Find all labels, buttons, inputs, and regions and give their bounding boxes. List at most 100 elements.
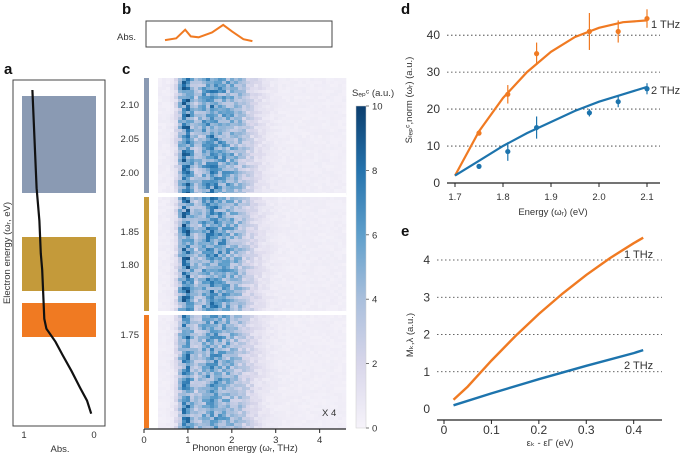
heatmap-cell <box>330 233 335 237</box>
heatmap-cell <box>282 336 287 340</box>
heatmap-cell <box>302 138 307 142</box>
heatmap-cell <box>226 156 231 160</box>
heatmap-cell <box>254 384 259 388</box>
heatmap-cell <box>298 287 303 291</box>
heatmap-cell <box>194 242 199 246</box>
heatmap-cell <box>242 308 247 312</box>
heatmap-cell <box>170 318 175 322</box>
heatmap-cell <box>286 105 291 109</box>
heatmap-cell <box>182 315 187 319</box>
heatmap-cell <box>330 363 335 367</box>
heatmap-cell <box>322 357 327 361</box>
heatmap-cell <box>246 357 251 361</box>
heatmap-cell <box>262 141 267 145</box>
heatmap-cell <box>206 117 211 121</box>
heatmap-cell <box>202 144 207 148</box>
heatmap-cell <box>298 390 303 394</box>
heatmap-cell <box>270 209 275 213</box>
heatmap-cell <box>210 168 215 172</box>
heatmap-cell <box>242 105 247 109</box>
heatmap-cell <box>266 212 271 216</box>
heatmap-cell <box>250 81 255 85</box>
heatmap-cell <box>282 147 287 151</box>
heatmap-cell <box>190 248 195 252</box>
heatmap-cell <box>330 141 335 145</box>
heatmap-cell <box>286 186 291 190</box>
heatmap-cell <box>194 141 199 145</box>
heatmap-cell <box>194 278 199 282</box>
heatmap-cell <box>310 266 315 270</box>
heatmap-cell <box>182 263 187 267</box>
heatmap-cell <box>250 345 255 349</box>
heatmap-cell <box>338 102 343 106</box>
heatmap-cell <box>234 399 239 403</box>
heatmap-cell <box>334 245 339 249</box>
heatmap-cell <box>274 342 279 346</box>
heatmap-cell <box>198 123 203 127</box>
heatmap-cell <box>198 230 203 234</box>
heatmap-cell <box>282 342 287 346</box>
heatmap-cell <box>334 275 339 279</box>
heatmap-cell <box>278 120 283 124</box>
heatmap-cell <box>166 233 171 237</box>
heatmap-cell <box>286 114 291 118</box>
heatmap-cell <box>258 180 263 184</box>
heatmap-cell <box>310 302 315 306</box>
heatmap-cell <box>338 138 343 142</box>
heatmap-cell <box>202 372 207 376</box>
heatmap-cell <box>246 381 251 385</box>
heatmap-cell <box>342 126 347 130</box>
heatmap-cell <box>162 168 167 172</box>
heatmap-cell <box>334 321 339 325</box>
heatmap-cell <box>162 221 167 225</box>
heatmap-cell <box>290 245 295 249</box>
heatmap-cell <box>330 174 335 178</box>
heatmap-cell <box>254 162 259 166</box>
heatmap-cell <box>298 305 303 309</box>
heatmap-cell <box>338 120 343 124</box>
heatmap-cell <box>194 183 199 187</box>
heatmap-cell <box>218 254 223 258</box>
heatmap-cell <box>214 269 219 273</box>
heatmap-cell <box>218 302 223 306</box>
heatmap-cell <box>234 384 239 388</box>
heatmap-cell <box>202 381 207 385</box>
heatmap-cell <box>326 174 331 178</box>
heatmap-cell <box>338 281 343 285</box>
heatmap-cell <box>290 81 295 85</box>
heatmap-cell <box>258 239 263 243</box>
heatmap-cell <box>298 342 303 346</box>
heatmap-cell <box>182 87 187 91</box>
heatmap-cell <box>230 369 235 373</box>
heatmap-cell <box>182 129 187 133</box>
heatmap-cell <box>206 78 211 82</box>
heatmap-cell <box>266 339 271 343</box>
heatmap-cell <box>222 135 227 139</box>
heatmap-cell <box>178 99 183 103</box>
heatmap-cell <box>318 90 323 94</box>
heatmap-cell <box>242 203 247 207</box>
heatmap-cell <box>174 108 179 112</box>
heatmap-cell <box>182 357 187 361</box>
heatmap-cell <box>166 165 171 169</box>
heatmap-cell <box>166 315 171 319</box>
heatmap-cell <box>334 348 339 352</box>
heatmap-cell <box>226 233 231 237</box>
heatmap-cell <box>290 156 295 160</box>
heatmap-cell <box>278 212 283 216</box>
heatmap-cell <box>290 254 295 258</box>
heatmap-cell <box>214 111 219 115</box>
heatmap-cell <box>278 81 283 85</box>
heatmap-cell <box>194 345 199 349</box>
heatmap-cell <box>242 239 247 243</box>
heatmap-cell <box>214 245 219 249</box>
heatmap-cell <box>318 165 323 169</box>
heatmap-cell <box>334 336 339 340</box>
heatmap-cell <box>290 372 295 376</box>
heatmap-cell <box>282 299 287 303</box>
heatmap-cell <box>330 269 335 273</box>
heatmap-cell <box>198 390 203 394</box>
heatmap-cell <box>290 203 295 207</box>
heatmap-cell <box>242 333 247 337</box>
heatmap-cell <box>266 290 271 294</box>
